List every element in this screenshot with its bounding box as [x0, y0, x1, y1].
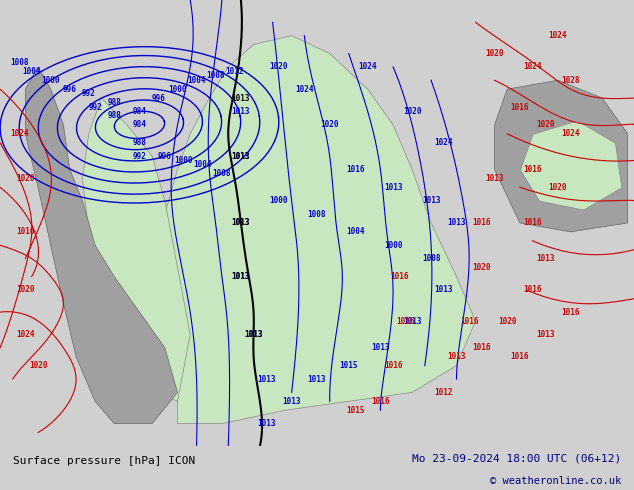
Text: 1016: 1016: [346, 165, 365, 174]
Text: 1013: 1013: [257, 419, 276, 428]
Text: 1013: 1013: [384, 183, 403, 192]
Text: 1024: 1024: [523, 62, 542, 72]
Text: © weatheronline.co.uk: © weatheronline.co.uk: [490, 476, 621, 486]
Text: 1004: 1004: [187, 76, 206, 85]
Text: 992: 992: [133, 151, 146, 161]
Text: 1004: 1004: [22, 67, 41, 76]
Text: 1013: 1013: [231, 219, 250, 227]
Text: 1013: 1013: [371, 343, 390, 352]
Text: 996: 996: [158, 151, 172, 161]
Text: 1015: 1015: [346, 406, 365, 415]
Text: 1016: 1016: [384, 361, 403, 370]
Text: 1013: 1013: [307, 374, 327, 384]
Text: 1020: 1020: [16, 285, 35, 294]
Text: 1013: 1013: [231, 272, 250, 281]
Text: 1024: 1024: [358, 62, 377, 72]
Text: 1016: 1016: [472, 219, 491, 227]
Text: 1020: 1020: [498, 317, 517, 325]
Text: 1000: 1000: [174, 156, 193, 165]
Text: 1024: 1024: [10, 129, 29, 138]
Text: 1000: 1000: [269, 196, 288, 205]
Text: 1015: 1015: [339, 361, 358, 370]
Text: 984: 984: [133, 121, 146, 129]
Text: 1013: 1013: [231, 151, 250, 161]
Text: 1013: 1013: [422, 196, 441, 205]
Text: 1013: 1013: [447, 352, 466, 361]
Text: 1016: 1016: [460, 317, 479, 325]
Text: 1013: 1013: [244, 330, 263, 339]
Text: 1020: 1020: [472, 263, 491, 272]
Text: 1013: 1013: [447, 219, 466, 227]
Text: 1013: 1013: [485, 174, 504, 183]
Text: Mo 23-09-2024 18:00 UTC (06+12): Mo 23-09-2024 18:00 UTC (06+12): [412, 453, 621, 463]
Text: 992: 992: [82, 89, 96, 98]
Text: 1000: 1000: [384, 241, 403, 250]
Text: 1020: 1020: [548, 183, 567, 192]
Text: 1024: 1024: [434, 138, 453, 147]
Text: 1024: 1024: [548, 31, 567, 40]
Text: 1016: 1016: [523, 285, 542, 294]
Text: 1000: 1000: [168, 85, 187, 94]
Text: 992: 992: [88, 102, 102, 112]
Text: 1013: 1013: [231, 94, 250, 102]
Text: 1016: 1016: [523, 219, 542, 227]
Text: 1020: 1020: [16, 174, 35, 183]
Text: Surface pressure [hPa] ICON: Surface pressure [hPa] ICON: [13, 456, 195, 466]
Text: 1004: 1004: [346, 227, 365, 236]
Text: 1016: 1016: [510, 352, 529, 361]
Text: 1013: 1013: [244, 330, 263, 339]
Text: 1020: 1020: [485, 49, 504, 58]
Text: 1016: 1016: [371, 397, 390, 406]
Text: 1013: 1013: [231, 107, 250, 116]
Text: 1008: 1008: [212, 170, 231, 178]
Text: 1016: 1016: [472, 343, 491, 352]
Text: 1016: 1016: [396, 317, 415, 325]
Text: 1020: 1020: [403, 107, 422, 116]
Text: 1020: 1020: [536, 121, 555, 129]
Text: 1013: 1013: [403, 317, 422, 325]
Text: 1020: 1020: [320, 121, 339, 129]
Text: 1013: 1013: [282, 397, 301, 406]
Text: 1013: 1013: [231, 272, 250, 281]
Text: 1020: 1020: [269, 62, 288, 72]
Text: 1016: 1016: [390, 272, 409, 281]
Text: 1008: 1008: [10, 58, 29, 67]
Text: 984: 984: [133, 107, 146, 116]
Text: 1016: 1016: [510, 102, 529, 112]
Text: 1024: 1024: [295, 85, 314, 94]
Text: 1016: 1016: [523, 165, 542, 174]
Text: 1013: 1013: [231, 219, 250, 227]
Text: 1008: 1008: [206, 72, 225, 80]
Text: 1008: 1008: [422, 254, 441, 263]
Text: 988: 988: [107, 111, 121, 121]
Text: 1028: 1028: [561, 76, 580, 85]
Text: 1016: 1016: [561, 308, 580, 317]
Text: 1013: 1013: [434, 285, 453, 294]
Text: 1004: 1004: [193, 161, 212, 170]
Text: 1012: 1012: [225, 67, 244, 76]
Text: 1013: 1013: [257, 374, 276, 384]
Text: 996: 996: [63, 85, 77, 94]
Text: 1012: 1012: [434, 388, 453, 397]
Text: 1013: 1013: [536, 254, 555, 263]
Text: 988: 988: [133, 138, 146, 147]
Text: 1000: 1000: [41, 76, 60, 85]
Text: 1013: 1013: [536, 330, 555, 339]
Text: 988: 988: [107, 98, 121, 107]
Text: 1008: 1008: [307, 210, 327, 219]
Text: 1020: 1020: [29, 361, 48, 370]
Text: 996: 996: [152, 94, 165, 102]
Text: 1024: 1024: [16, 330, 35, 339]
Text: 1013: 1013: [231, 151, 250, 161]
Text: 1024: 1024: [561, 129, 580, 138]
Text: 1016: 1016: [16, 227, 35, 236]
